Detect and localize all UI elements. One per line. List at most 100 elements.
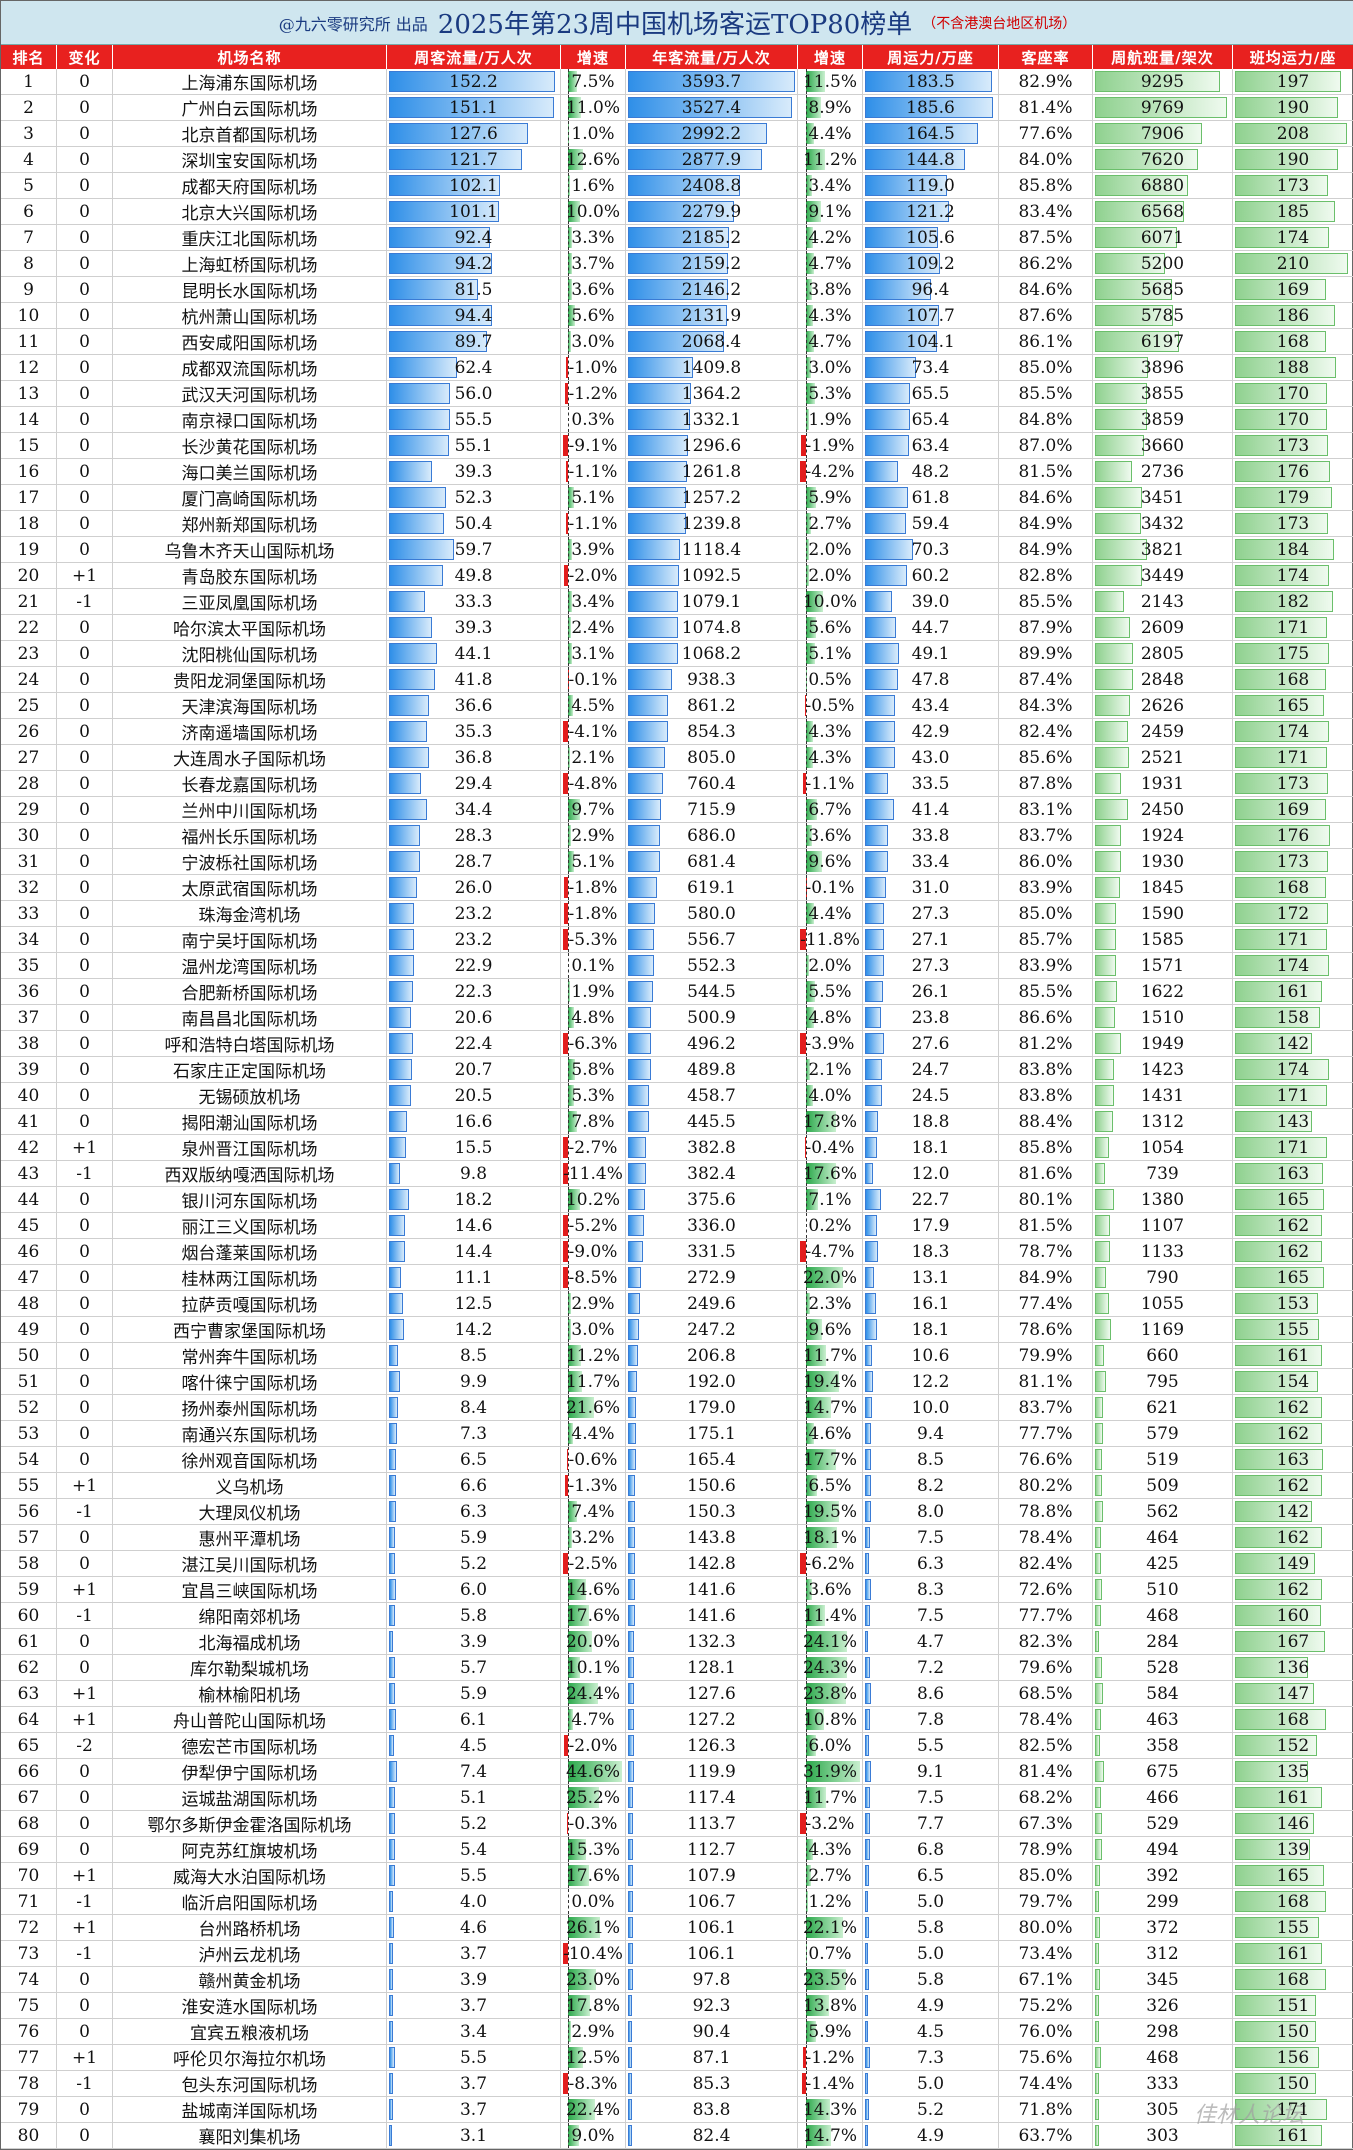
table-row[interactable]: 22 0 哈尔滨太平国际机场 39.3 2.4% 1074.8 5.6% 44.7 87.9% 2… <box>1 615 1353 641</box>
table-row[interactable]: 23 0 沈阳桃仙国际机场 44.1 3.1% 1068.2 5.1% 49.1 89.9% 28… <box>1 641 1353 667</box>
table-row[interactable]: 49 0 西宁曹家堡国际机场 14.2 3.0% 247.2 9.6% 18.1 78.6% 11… <box>1 1317 1353 1343</box>
table-row[interactable]: 57 0 惠州平潭机场 5.9 3.2% 143.8 18.1% 7.5 78.4% 464 162 <box>1 1525 1353 1551</box>
table-row[interactable]: 62 0 库尔勒梨城机场 5.7 10.1% 128.1 24.3% 7.2 79.6% 528 1… <box>1 1655 1353 1681</box>
table-row[interactable]: 69 0 阿克苏红旗坡机场 5.4 15.3% 112.7 4.3% 6.8 78.9% 494 1… <box>1 1837 1353 1863</box>
table-row[interactable]: 30 0 福州长乐国际机场 28.3 2.9% 686.0 3.6% 33.8 83.7% 192… <box>1 823 1353 849</box>
table-row[interactable]: 46 0 烟台蓬莱国际机场 14.4 -9.0% 331.5 -4.7% 18.3 78.7% 1… <box>1 1239 1353 1265</box>
cell-text: 78.9% <box>1018 1839 1073 1860</box>
table-row[interactable]: 75 0 淮安涟水国际机场 3.7 17.8% 92.3 13.8% 4.9 75.2% 326 1… <box>1 1993 1353 2019</box>
table-row[interactable]: 8 0 上海虹桥国际机场 94.2 3.7% 2159.2 4.7% 109.2 86.2% 52… <box>1 251 1353 277</box>
table-row[interactable]: 50 0 常州奔牛国际机场 8.5 11.2% 206.8 11.7% 10.6 79.9% 66… <box>1 1343 1353 1369</box>
table-row[interactable]: 78 -1 包头东河国际机场 3.7 -8.3% 85.3 -1.4% 5.0 74.4% 333… <box>1 2071 1353 2097</box>
table-row[interactable]: 10 0 杭州萧山国际机场 94.4 5.6% 2131.9 4.3% 107.7 87.6% 5… <box>1 303 1353 329</box>
growth-axis <box>567 563 569 588</box>
table-row[interactable]: 34 0 南宁吴圩国际机场 23.2 -5.3% 556.7 -11.8% 27.1 85.7%… <box>1 927 1353 953</box>
table-row[interactable]: 77 +1 呼伦贝尔海拉尔机场 5.5 12.5% 87.1 -1.2% 7.3 75.6% 46… <box>1 2045 1353 2071</box>
table-row[interactable]: 53 0 南通兴东国际机场 7.3 4.4% 175.1 4.6% 9.4 77.7% 579 16… <box>1 1421 1353 1447</box>
table-row[interactable]: 21 -1 三亚凤凰国际机场 33.3 3.4% 1079.1 10.0% 39.0 85.5%… <box>1 589 1353 615</box>
table-row[interactable]: 31 0 宁波栎社国际机场 28.7 5.1% 681.4 9.6% 33.4 86.0% 193… <box>1 849 1353 875</box>
table-row[interactable]: 25 0 天津滨海国际机场 36.6 4.5% 861.2 -0.5% 43.4 84.3% 26… <box>1 693 1353 719</box>
table-row[interactable]: 63 +1 榆林榆阳机场 5.9 24.4% 127.6 23.8% 8.6 68.5% 584 1… <box>1 1681 1353 1707</box>
table-row[interactable]: 48 0 拉萨贡嘎国际机场 12.5 2.9% 249.6 2.3% 16.1 77.4% 105… <box>1 1291 1353 1317</box>
table-row[interactable]: 73 -1 泸州云龙机场 3.7 -10.4% 106.1 0.7% 5.0 73.4% 312 1… <box>1 1941 1353 1967</box>
table-row[interactable]: 3 0 北京首都国际机场 127.6 1.0% 2992.2 4.4% 164.5 77.6% 7… <box>1 121 1353 147</box>
table-row[interactable]: 6 0 北京大兴国际机场 101.1 10.0% 2279.9 9.1% 121.2 83.4%… <box>1 199 1353 225</box>
table-row[interactable]: 1 0 上海浦东国际机场 152.2 7.5% 3593.7 11.5% 183.5 82.9%… <box>1 69 1353 95</box>
table-row[interactable]: 68 0 鄂尔多斯伊金霍洛国际机场 5.2 -0.3% 113.7 -3.2% 7.7 67.3… <box>1 1811 1353 1837</box>
table-row[interactable]: 19 0 乌鲁木齐天山国际机场 59.7 3.9% 1118.4 2.0% 70.3 84.9%… <box>1 537 1353 563</box>
table-row[interactable]: 52 0 扬州泰州国际机场 8.4 21.6% 179.0 14.7% 10.0 83.7% 62… <box>1 1395 1353 1421</box>
table-row[interactable]: 67 0 运城盐湖国际机场 5.1 25.2% 117.4 11.7% 7.5 68.2% 466… <box>1 1785 1353 1811</box>
table-row[interactable]: 71 -1 临沂启阳国际机场 4.0 0.0% 106.7 1.2% 5.0 79.7% 299 1… <box>1 1889 1353 1915</box>
value-bar <box>1235 1709 1326 1730</box>
table-row[interactable]: 17 0 厦门高崎国际机场 52.3 5.1% 1257.2 5.9% 61.8 84.6% 34… <box>1 485 1353 511</box>
table-row[interactable]: 26 0 济南遥墙国际机场 35.3 -4.1% 854.3 4.3% 42.9 82.4% 24… <box>1 719 1353 745</box>
weekly-capacity-cell: 44.7 <box>863 615 999 640</box>
table-row[interactable]: 36 0 合肥新桥国际机场 22.3 1.9% 544.5 5.5% 26.1 85.5% 162… <box>1 979 1353 1005</box>
table-row[interactable]: 59 +1 宜昌三峡国际机场 6.0 14.6% 141.6 3.6% 8.3 72.6% 510… <box>1 1577 1353 1603</box>
cell-text: 76.6% <box>1018 1449 1073 1470</box>
header-weekly-pax[interactable]: 周客流量/万人次 <box>387 45 561 69</box>
table-row[interactable]: 24 0 贵阳龙洞堡国际机场 41.8 -0.1% 938.3 0.5% 47.8 87.4% 2… <box>1 667 1353 693</box>
table-row[interactable]: 64 +1 舟山普陀山国际机场 6.1 4.7% 127.2 10.8% 7.8 78.4% 46… <box>1 1707 1353 1733</box>
table-row[interactable]: 28 0 长春龙嘉国际机场 29.4 -4.8% 760.4 -1.1% 33.5 87.8% 1… <box>1 771 1353 797</box>
table-row[interactable]: 37 0 南昌昌北国际机场 20.6 4.8% 500.9 4.8% 23.8 86.6% 151… <box>1 1005 1353 1031</box>
table-row[interactable]: 56 -1 大理凤仪机场 6.3 7.4% 150.3 19.5% 8.0 78.8% 562 14… <box>1 1499 1353 1525</box>
header-weekly-growth[interactable]: 增速 <box>561 45 626 69</box>
weekly-flights-cell: 1054 <box>1093 1135 1233 1160</box>
table-row[interactable]: 51 0 喀什徕宁国际机场 9.9 11.7% 192.0 19.4% 12.2 81.1% 79… <box>1 1369 1353 1395</box>
table-row[interactable]: 41 0 揭阳潮汕国际机场 16.6 7.8% 445.5 17.8% 18.8 88.4% 13… <box>1 1109 1353 1135</box>
table-row[interactable]: 76 0 宜宾五粮液机场 3.4 2.9% 90.4 5.9% 4.5 76.0% 298 150 <box>1 2019 1353 2045</box>
table-row[interactable]: 55 +1 义乌机场 6.6 -1.3% 150.6 6.5% 8.2 80.2% 509 162 <box>1 1473 1353 1499</box>
table-row[interactable]: 13 0 武汉天河国际机场 56.0 -1.2% 1364.2 5.3% 65.5 85.5% 3… <box>1 381 1353 407</box>
table-row[interactable]: 29 0 兰州中川国际机场 34.4 9.7% 715.9 6.7% 41.4 83.1% 245… <box>1 797 1353 823</box>
table-row[interactable]: 74 0 赣州黄金机场 3.9 23.0% 97.8 23.5% 5.8 67.1% 345 168 <box>1 1967 1353 1993</box>
table-row[interactable]: 12 0 成都双流国际机场 62.4 -1.0% 1409.8 3.0% 73.4 85.0% 3… <box>1 355 1353 381</box>
header-annual-pax[interactable]: 年客流量/万人次 <box>626 45 798 69</box>
table-row[interactable]: 16 0 海口美兰国际机场 39.3 -1.1% 1261.8 -4.2% 48.2 81.5%… <box>1 459 1353 485</box>
header-airport[interactable]: 机场名称 <box>113 45 387 69</box>
table-row[interactable]: 39 0 石家庄正定国际机场 20.7 5.8% 489.8 2.1% 24.7 83.8% 14… <box>1 1057 1353 1083</box>
table-row[interactable]: 5 0 成都天府国际机场 102.1 1.6% 2408.8 3.4% 119.0 85.8% 6… <box>1 173 1353 199</box>
table-row[interactable]: 9 0 昆明长水国际机场 81.5 3.6% 2146.2 3.8% 96.4 84.6% 568… <box>1 277 1353 303</box>
table-row[interactable]: 35 0 温州龙湾国际机场 22.9 0.1% 552.3 2.0% 27.3 83.9% 157… <box>1 953 1353 979</box>
table-row[interactable]: 20 +1 青岛胶东国际机场 49.8 -2.0% 1092.5 2.0% 60.2 82.8%… <box>1 563 1353 589</box>
table-row[interactable]: 42 +1 泉州晋江国际机场 15.5 -2.7% 382.8 -0.4% 18.1 85.8%… <box>1 1135 1353 1161</box>
table-row[interactable]: 66 0 伊犁伊宁国际机场 7.4 44.6% 119.9 31.9% 9.1 81.4% 675… <box>1 1759 1353 1785</box>
table-row[interactable]: 7 0 重庆江北国际机场 92.4 3.3% 2185.2 4.2% 105.6 87.5% 60… <box>1 225 1353 251</box>
header-avg-seats[interactable]: 班均运力/座 <box>1233 45 1353 69</box>
header-annual-growth[interactable]: 增速 <box>798 45 863 69</box>
table-row[interactable]: 60 -1 绵阳南郊机场 5.8 17.6% 141.6 11.4% 7.5 77.7% 468 1… <box>1 1603 1353 1629</box>
value-bar <box>389 877 418 898</box>
table-row[interactable]: 45 0 丽江三义国际机场 14.6 -5.2% 336.0 0.2% 17.9 81.5% 11… <box>1 1213 1353 1239</box>
table-row[interactable]: 70 +1 威海大水泊国际机场 5.5 17.6% 107.9 2.7% 6.5 85.0% 39… <box>1 1863 1353 1889</box>
table-row[interactable]: 72 +1 台州路桥机场 4.6 26.1% 106.1 22.1% 5.8 80.0% 372 1… <box>1 1915 1353 1941</box>
table-row[interactable]: 2 0 广州白云国际机场 151.1 11.0% 3527.4 8.9% 185.6 81.4%… <box>1 95 1353 121</box>
header-weekly-capacity[interactable]: 周运力/万座 <box>863 45 999 69</box>
table-row[interactable]: 40 0 无锡硕放机场 20.5 5.3% 458.7 4.0% 24.5 83.8% 1431 1… <box>1 1083 1353 1109</box>
cell-text: 5785 <box>1140 305 1185 326</box>
table-row[interactable]: 32 0 太原武宿国际机场 26.0 -1.8% 619.1 -0.1% 31.0 83.9% 1… <box>1 875 1353 901</box>
weekly-flights-cell: 6197 <box>1093 329 1233 354</box>
table-row[interactable]: 79 0 盐城南洋国际机场 3.7 22.4% 83.8 14.3% 5.2 71.8% 305 1… <box>1 2097 1353 2123</box>
table-row[interactable]: 11 0 西安咸阳国际机场 89.7 3.0% 2068.4 4.7% 104.1 86.1% 6… <box>1 329 1353 355</box>
table-row[interactable]: 14 0 南京禄口国际机场 55.5 0.3% 1332.1 1.9% 65.4 84.8% 38… <box>1 407 1353 433</box>
table-row[interactable]: 47 0 桂林两江国际机场 11.1 -8.5% 272.9 22.0% 13.1 84.9% 7… <box>1 1265 1353 1291</box>
header-change[interactable]: 变化 <box>57 45 113 69</box>
table-row[interactable]: 4 0 深圳宝安国际机场 121.7 12.6% 2877.9 11.2% 144.8 84.0… <box>1 147 1353 173</box>
table-row[interactable]: 15 0 长沙黄花国际机场 55.1 -9.1% 1296.6 -1.9% 63.4 87.0%… <box>1 433 1353 459</box>
table-row[interactable]: 33 0 珠海金湾机场 23.2 -1.8% 580.0 4.4% 27.3 85.0% 1590… <box>1 901 1353 927</box>
table-row[interactable]: 44 0 银川河东国际机场 18.2 10.2% 375.6 7.1% 22.7 80.1% 13… <box>1 1187 1353 1213</box>
header-rank[interactable]: 排名 <box>1 45 57 69</box>
table-row[interactable]: 18 0 郑州新郑国际机场 50.4 -1.1% 1239.8 2.7% 59.4 84.9% 3… <box>1 511 1353 537</box>
table-row[interactable]: 65 -2 德宏芒市国际机场 4.5 -2.0% 126.3 6.0% 5.5 82.5% 358… <box>1 1733 1353 1759</box>
header-weekly-flights[interactable]: 周航班量/架次 <box>1093 45 1233 69</box>
table-row[interactable]: 61 0 北海福成机场 3.9 20.0% 132.3 24.1% 4.7 82.3% 284 16… <box>1 1629 1353 1655</box>
header-load-factor[interactable]: 客座率 <box>999 45 1093 69</box>
table-row[interactable]: 43 -1 西双版纳嘎洒国际机场 9.8 -11.4% 382.4 17.6% 12.0 81.… <box>1 1161 1353 1187</box>
table-row[interactable]: 58 0 湛江吴川国际机场 5.2 -2.5% 142.8 -6.2% 6.3 82.4% 425… <box>1 1551 1353 1577</box>
table-row[interactable]: 54 0 徐州观音国际机场 6.5 -0.6% 165.4 17.7% 8.5 76.6% 519… <box>1 1447 1353 1473</box>
table-row[interactable]: 38 0 呼和浩特白塔国际机场 22.4 -6.3% 496.2 -3.9% 27.6 81.2… <box>1 1031 1353 1057</box>
table-row[interactable]: 27 0 大连周水子国际机场 36.8 2.1% 805.0 4.3% 43.0 85.6% 25… <box>1 745 1353 771</box>
table-row[interactable]: 80 0 襄阳刘集机场 3.1 9.0% 82.4 14.7% 4.9 63.7% 303 161 <box>1 2123 1353 2149</box>
